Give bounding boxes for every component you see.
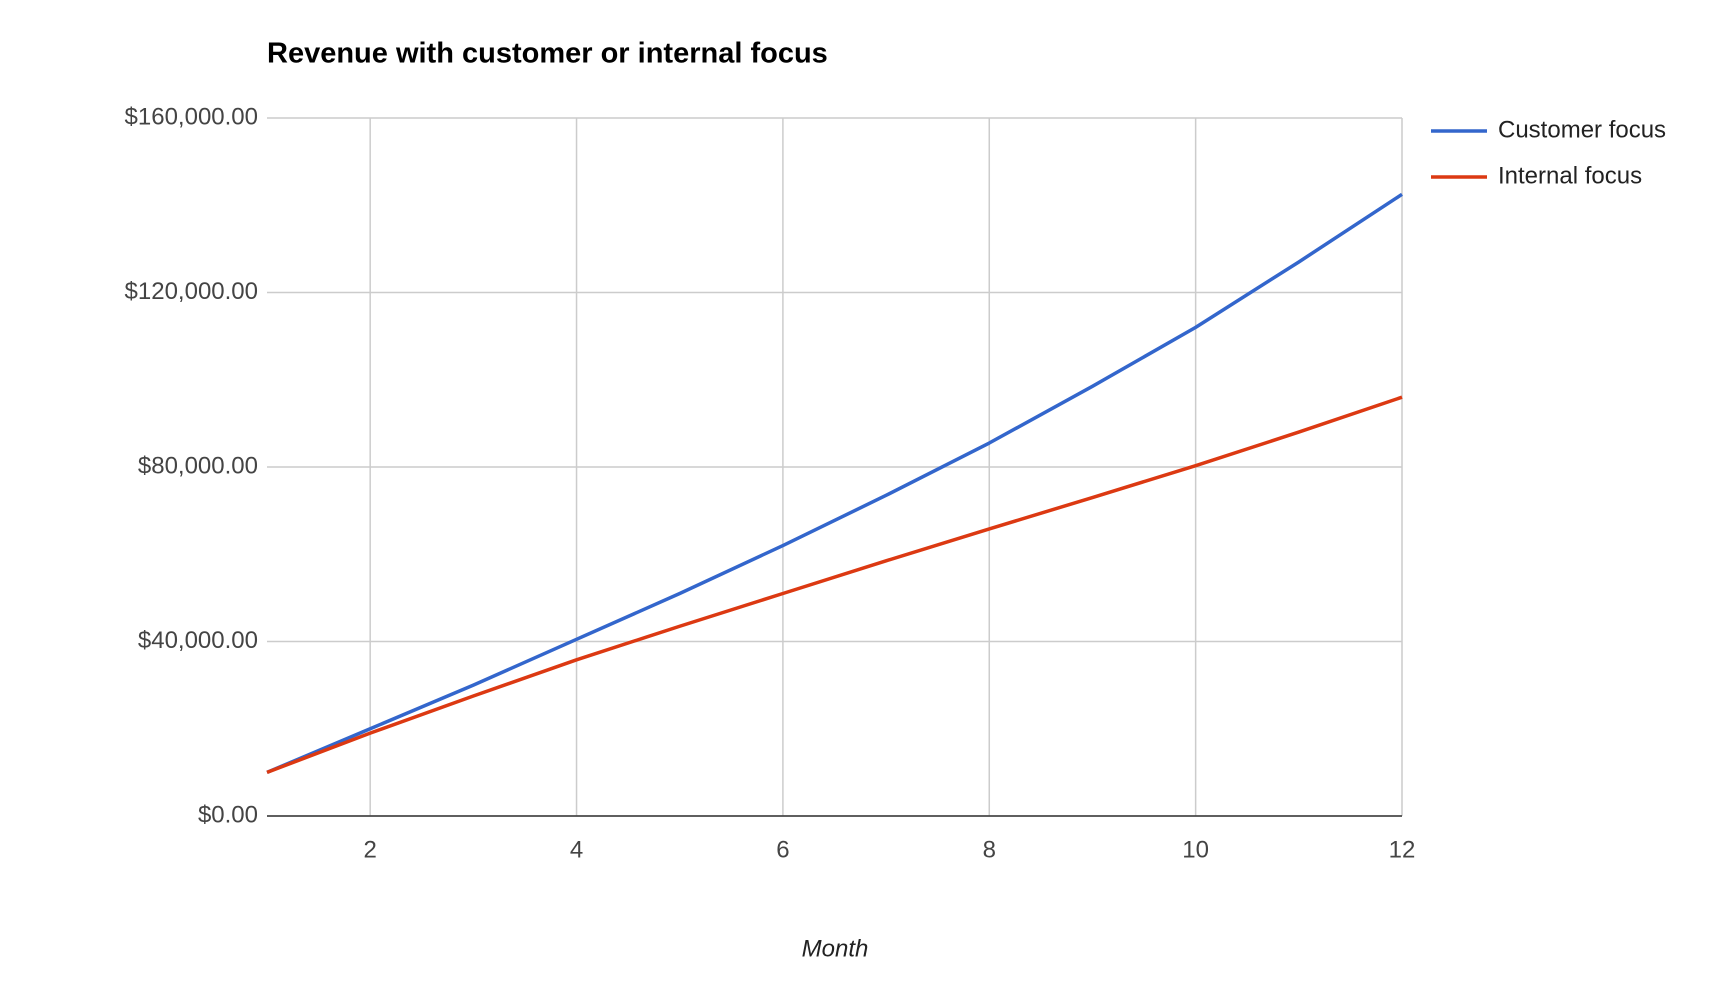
- line: [266, 192, 1403, 774]
- x-tick-label: 2: [364, 836, 377, 863]
- x-tick-label: 8: [983, 836, 996, 863]
- chart-title: Revenue with customer or internal focus: [267, 38, 828, 70]
- line: [266, 395, 1403, 775]
- y-tick-label: $40,000.00: [138, 627, 258, 654]
- y-tick-label: $160,000.00: [125, 103, 258, 130]
- x-axis-title: Month: [802, 935, 869, 962]
- legend-label: Internal focus: [1498, 162, 1642, 189]
- y-tick-label: $120,000.00: [125, 278, 258, 305]
- legend-label: Customer focus: [1498, 116, 1666, 143]
- x-tick-label: 4: [570, 836, 583, 863]
- x-tick-label: 10: [1182, 836, 1209, 863]
- x-tick-label: 6: [776, 836, 789, 863]
- y-tick-label: $0.00: [198, 801, 258, 828]
- x-tick-label: 12: [1389, 836, 1416, 863]
- y-tick-label: $80,000.00: [138, 452, 258, 479]
